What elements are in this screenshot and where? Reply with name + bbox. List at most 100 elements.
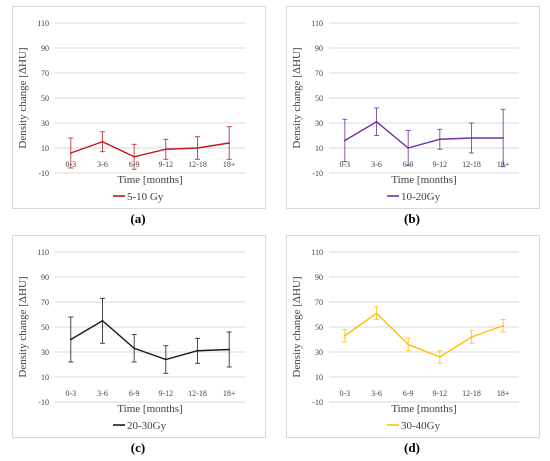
x-tick-label: 0-3 <box>339 389 350 398</box>
x-tick-label: 0-3 <box>339 160 350 169</box>
panel-caption-a: (a) <box>130 211 146 226</box>
y-tick-label: 50 <box>315 94 323 103</box>
y-tick-label: 70 <box>41 298 49 307</box>
y-tick-label: 70 <box>315 69 323 78</box>
y-axis-title: Density change [ΔHU] <box>291 47 303 148</box>
chart-panel-b: -10 10 30 50 70 90 110 0-3 3-6 6-9 9-12 12-18 18+ Tim… <box>286 6 540 209</box>
legend-label: 30-40Gy <box>401 420 441 432</box>
x-tick-label: 3-6 <box>97 160 108 169</box>
legend-label: 5-10 Gy <box>127 191 164 203</box>
data-point <box>133 155 136 158</box>
series-line <box>344 120 504 149</box>
data-point <box>502 137 505 139</box>
x-tick-label: 9-12 <box>158 160 173 169</box>
data-point <box>438 138 441 141</box>
y-tick-label: -10 <box>38 169 49 178</box>
data-point <box>228 142 231 144</box>
data-point <box>375 312 378 315</box>
y-tick-label: 10 <box>41 373 49 382</box>
y-tick-label: 110 <box>37 248 49 257</box>
chart-panel-d: -10 10 30 50 70 90 110 0-3 3-6 6-9 9-12 12-18 18+ Tim… <box>286 235 540 438</box>
chart-panel-c: -10 10 30 50 70 90 110 0-3 3-6 6-9 9-12 12-18 18+ Tim… <box>12 235 266 438</box>
x-tick-label: 18+ <box>223 160 236 169</box>
data-point <box>502 324 505 327</box>
panel-caption-c: (c) <box>130 440 146 455</box>
data-point <box>133 347 136 350</box>
x-tick-label: 3-6 <box>371 160 382 169</box>
y-tick-label: 30 <box>41 119 49 128</box>
x-tick-label: 6-9 <box>403 389 414 398</box>
y-tick-label: -10 <box>312 169 323 178</box>
series-line <box>344 312 504 358</box>
chart-svg-d: -10 10 30 50 70 90 110 0-3 3-6 6-9 9-12 12-18 18+ Tim… <box>291 248 519 432</box>
chart-svg-c: -10 10 30 50 70 90 110 0-3 3-6 6-9 9-12 12-18 18+ Tim… <box>17 248 245 432</box>
series-line <box>70 319 230 361</box>
y-tick-label: 90 <box>41 44 49 53</box>
data-point <box>228 348 231 351</box>
data-point <box>101 140 104 143</box>
data-point <box>470 137 473 139</box>
y-tick-label: 70 <box>41 69 49 78</box>
y-tick-label: -10 <box>38 398 49 407</box>
x-tick-label: 9-12 <box>158 389 173 398</box>
y-tick-label: 110 <box>311 248 323 257</box>
series-line <box>70 140 230 158</box>
data-point <box>470 336 473 338</box>
x-tick-label: 18+ <box>223 389 236 398</box>
y-tick-label: 10 <box>41 144 49 153</box>
x-axis-title: Time [months] <box>391 174 456 186</box>
data-point <box>343 139 346 142</box>
data-point <box>343 334 346 337</box>
data-point <box>407 147 410 149</box>
y-tick-label: 10 <box>315 144 323 153</box>
data-point <box>438 356 441 358</box>
y-tick-label: 30 <box>315 119 323 128</box>
y-axis-title: Density change [ΔHU] <box>17 47 29 148</box>
data-point <box>164 358 167 361</box>
x-axis-title: Time [months] <box>117 403 182 415</box>
x-tick-label: 12-18 <box>188 389 207 398</box>
y-tick-label: 30 <box>315 348 323 357</box>
y-tick-label: 50 <box>315 323 323 332</box>
data-point <box>407 343 410 346</box>
data-point <box>375 120 378 123</box>
x-tick-label: 3-6 <box>97 389 108 398</box>
y-tick-label: -10 <box>312 398 323 407</box>
y-tick-label: 90 <box>41 273 49 282</box>
x-tick-label: 0-3 <box>65 389 76 398</box>
legend-label: 20-30Gy <box>127 420 167 432</box>
x-tick-label: 18+ <box>497 389 510 398</box>
data-point <box>101 319 104 322</box>
x-tick-label: 6-9 <box>129 389 140 398</box>
data-point <box>69 152 72 154</box>
x-axis-title: Time [months] <box>391 403 456 415</box>
y-tick-label: 30 <box>41 348 49 357</box>
x-tick-label: 12-18 <box>462 160 481 169</box>
x-tick-label: 9-12 <box>432 160 447 169</box>
y-axis-title: Density change [ΔHU] <box>291 276 303 377</box>
data-point <box>196 349 199 352</box>
y-tick-label: 110 <box>311 19 323 28</box>
y-tick-label: 110 <box>37 19 49 28</box>
y-tick-label: 10 <box>315 373 323 382</box>
data-point <box>196 147 199 149</box>
y-tick-label: 70 <box>315 298 323 307</box>
y-axis-title: Density change [ΔHU] <box>17 276 29 377</box>
y-tick-label: 90 <box>315 273 323 282</box>
x-tick-label: 9-12 <box>432 389 447 398</box>
x-tick-label: 12-18 <box>188 160 207 169</box>
y-tick-label: 90 <box>315 44 323 53</box>
data-point <box>164 148 167 151</box>
y-tick-label: 50 <box>41 323 49 332</box>
chart-panel-a: -10 10 30 50 70 90 110 0-3 3-6 6-9 9-12 12-18 18+ Tim… <box>12 6 266 209</box>
x-axis-title: Time [months] <box>117 174 182 186</box>
panel-caption-d: (d) <box>404 440 420 455</box>
data-point <box>69 338 72 341</box>
legend-label: 10-20Gy <box>401 191 441 203</box>
x-tick-label: 3-6 <box>371 389 382 398</box>
panel-caption-b: (b) <box>404 211 420 226</box>
x-tick-label: 12-18 <box>462 389 481 398</box>
y-tick-label: 50 <box>41 94 49 103</box>
